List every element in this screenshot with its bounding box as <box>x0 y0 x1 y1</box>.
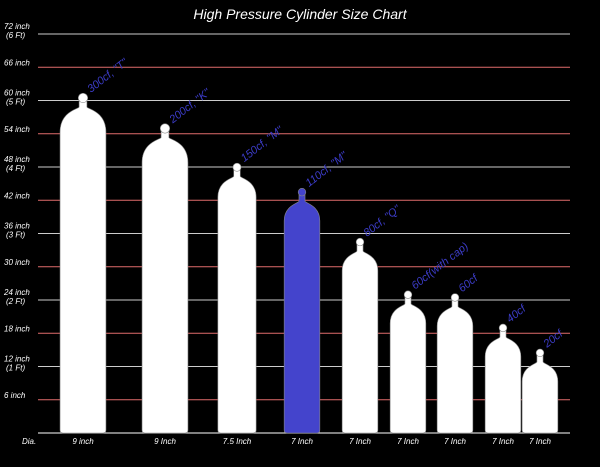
cylinder-label-4: 110cf, "M" <box>303 149 350 189</box>
y-tick-sub-60: (5 Ft) <box>6 98 25 107</box>
valve-6 <box>403 290 413 299</box>
valve-1 <box>77 92 89 103</box>
cylinder-label-3: 150cf, "M" <box>239 124 287 165</box>
y-tick-sub-48: (4 Ft) <box>6 164 25 173</box>
cylinder-1 <box>59 97 107 434</box>
diameter-label-8: 7 Inch <box>492 437 514 446</box>
y-tick-label-12: 12 inch <box>4 355 30 364</box>
y-tick-label-6: 6 inch <box>4 391 26 400</box>
cylinder-label-1: 300cf, "T" <box>85 56 131 95</box>
valve-5 <box>355 237 365 247</box>
cylinder-5 <box>341 241 379 434</box>
valve-8 <box>498 323 508 333</box>
cylinder-8 <box>484 327 522 434</box>
cylinder-label-7: 60cf <box>456 272 481 295</box>
diameter-label-6: 7 Inch <box>397 437 419 446</box>
cylinder-label-2: 200cf, "K" <box>167 86 214 126</box>
cylinder-2 <box>141 128 189 434</box>
y-tick-sub-24: (2 Ft) <box>6 297 25 306</box>
cylinder-label-9: 20cf <box>541 327 566 350</box>
cylinder-7 <box>436 297 474 434</box>
y-tick-label-30: 30 inch <box>4 258 30 267</box>
valve-2 <box>159 123 171 134</box>
y-tick-label-36: 36 inch <box>4 222 30 231</box>
valve-7 <box>450 293 460 302</box>
chart-title: High Pressure Cylinder Size Chart <box>193 6 407 22</box>
diameter-label-4: 7 Inch <box>291 437 313 446</box>
y-tick-label-18: 18 inch <box>4 324 30 333</box>
cylinder-4 <box>283 191 321 434</box>
valve-4 <box>297 188 307 197</box>
diameter-label-3: 7.5 Inch <box>223 437 252 446</box>
x-axis-label: Dia. <box>22 437 36 446</box>
diameter-label-1: 9 inch <box>72 437 94 446</box>
y-tick-label-60: 60 inch <box>4 89 30 98</box>
y-tick-label-48: 48 inch <box>4 155 30 164</box>
y-tick-sub-72: (6 Ft) <box>6 31 25 40</box>
y-tick-label-24: 24 inch <box>3 288 30 297</box>
cylinder-9 <box>521 352 559 434</box>
diameter-label-5: 7 Inch <box>349 437 371 446</box>
valve-3 <box>232 162 242 172</box>
y-tick-label-54: 54 inch <box>4 125 30 134</box>
valve-9 <box>535 348 545 358</box>
cylinder-label-8: 40cf <box>504 302 529 325</box>
y-tick-label-72: 72 inch <box>4 22 30 31</box>
y-tick-label-42: 42 inch <box>4 191 30 200</box>
diameter-label-2: 9 Inch <box>154 437 176 446</box>
y-tick-sub-36: (3 Ft) <box>6 231 25 240</box>
diameter-label-7: 7 Inch <box>444 437 466 446</box>
cylinder-3 <box>217 166 257 434</box>
cylinder-6 <box>389 294 427 434</box>
y-tick-label-66: 66 inch <box>4 58 30 67</box>
diameter-label-9: 7 Inch <box>529 437 551 446</box>
y-tick-sub-12: (1 Ft) <box>6 364 25 373</box>
